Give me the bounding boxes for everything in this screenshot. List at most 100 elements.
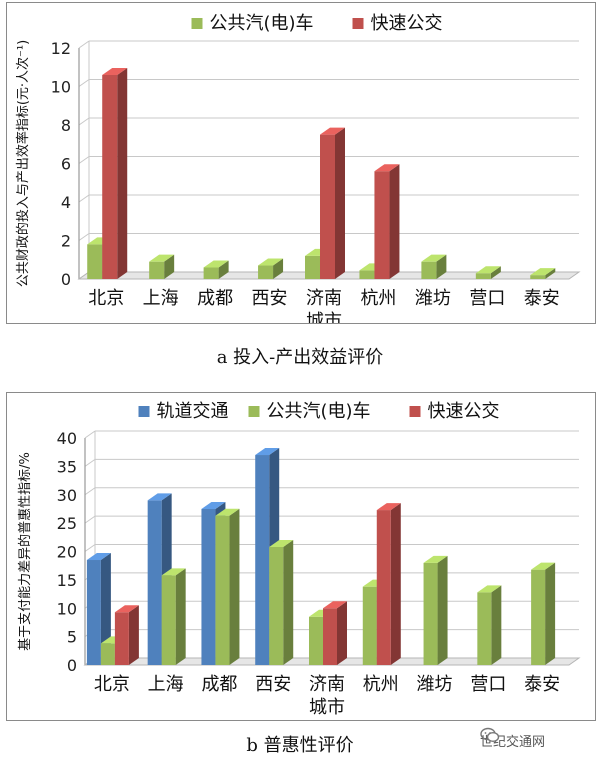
bar-front (203, 267, 219, 279)
y-tick-label: 20 (57, 543, 77, 562)
bar (530, 268, 556, 279)
bar (376, 503, 401, 665)
bar-top (421, 254, 447, 262)
bar (477, 585, 502, 665)
bar-front (359, 270, 375, 279)
bar-top (161, 568, 186, 576)
bar (149, 254, 175, 279)
y-axis-title: 公共财政的投入与产出效率指标(元·人次⁻¹) (15, 40, 31, 287)
bar-top (201, 501, 226, 509)
y-tick-label: 2 (61, 232, 71, 251)
x-tick-label: 西安 (252, 288, 288, 309)
bar-side (335, 127, 345, 279)
bar-side (437, 555, 448, 665)
bar-top (374, 164, 400, 172)
x-tick-label: 成都 (201, 674, 237, 695)
x-tick-label: 潍坊 (417, 674, 453, 695)
x-tick-label: 上海 (143, 288, 179, 309)
legend-item: 公共汽(电)车 (191, 13, 314, 34)
bar-side (389, 164, 400, 279)
bar-front (100, 643, 115, 665)
y-tick-label: 10 (57, 599, 77, 618)
y-tick-label: 0 (67, 656, 77, 675)
bar (203, 260, 229, 279)
bar-front (323, 608, 337, 665)
y-tick-label: 35 (57, 457, 77, 476)
x-tick-label: 营口 (469, 288, 505, 309)
legend-item: 轨道交通 (138, 401, 229, 422)
bar-front (86, 560, 101, 665)
y-tick-label: 0 (61, 270, 71, 289)
x-tick-label: 济南 (309, 674, 345, 695)
bar-side (175, 568, 186, 665)
x-tick-label: 潍坊 (415, 288, 451, 309)
x-tick-label: 成都 (197, 288, 233, 309)
bar-side (491, 585, 502, 665)
x-tick-label: 西安 (255, 674, 291, 695)
bar (161, 568, 186, 665)
x-tick-label: 泰安 (524, 674, 560, 695)
bar-side (128, 605, 139, 665)
bar-side (229, 508, 240, 665)
bar-front (215, 515, 230, 665)
bar-side (117, 67, 128, 279)
bar (421, 254, 447, 279)
bar-front (477, 592, 492, 665)
bar (86, 553, 111, 665)
legend-swatch (352, 18, 364, 29)
bar-front (258, 265, 274, 279)
x-tick-label: 北京 (88, 288, 124, 309)
bar-top (255, 448, 280, 456)
bar-front (255, 455, 270, 665)
bar (475, 266, 501, 279)
x-tick-label: 杭州 (360, 288, 396, 309)
bar-side (100, 553, 111, 665)
bar-side (164, 254, 175, 279)
x-axis-title: 城市 (306, 311, 342, 323)
bar-top (215, 508, 240, 516)
bar-front (161, 575, 176, 665)
bar (423, 555, 448, 665)
legend-swatch (409, 406, 421, 417)
y-tick-label: 40 (57, 429, 77, 448)
legend-label: 快速公交 (371, 13, 443, 34)
bar-front (374, 171, 390, 279)
bar-side (218, 260, 229, 279)
y-tick-label: 30 (57, 486, 77, 505)
legend-item: 快速公交 (352, 13, 443, 34)
y-tick-label: 5 (67, 628, 77, 647)
bar-top (423, 555, 448, 563)
bar-top (269, 539, 294, 547)
legend-item: 快速公交 (409, 401, 500, 422)
bar-side (337, 601, 347, 665)
bar-front (269, 546, 284, 665)
bar-front (201, 508, 216, 665)
bar-top (149, 254, 175, 262)
bar (374, 164, 400, 279)
bar-front (362, 586, 377, 665)
legend-label: 快速公交 (428, 401, 500, 422)
x-tick-label: 济南 (306, 288, 342, 309)
watermark: 世纪交通网 (480, 727, 545, 753)
chart-a-caption: a 投入-产出效益评价 (216, 347, 384, 368)
bar-top (530, 268, 556, 276)
y-tick-label: 8 (61, 116, 71, 135)
bar-top (102, 67, 128, 75)
bar-front (320, 134, 335, 279)
bar-side (283, 539, 294, 665)
chart-panel-b: 0 5 10 15 20 25 30 35 40 北京 上海 成都 西安 济南 杭州 潍坊 营口 泰安 城市 基于支付… (6, 392, 596, 721)
bar-front (421, 261, 437, 279)
bar-front (530, 275, 546, 279)
legend-label: 公共汽(电)车 (210, 13, 314, 34)
x-tick-label: 上海 (148, 674, 184, 695)
x-axis-title: 城市 (309, 697, 345, 718)
bar (258, 258, 284, 279)
bar-front (376, 510, 391, 665)
bar-front (149, 261, 165, 279)
legend-item: 公共汽(电)车 (248, 401, 371, 422)
chart-panel-a: 0 2 4 6 8 10 12 北京 上海 成都 西安 济南 杭州 潍坊 营口 泰安 城市 公共财政的投入与产出效… (6, 2, 596, 324)
x-tick-label: 营口 (470, 674, 506, 695)
x-tick-label: 北京 (94, 674, 130, 695)
bar-front (305, 255, 320, 279)
